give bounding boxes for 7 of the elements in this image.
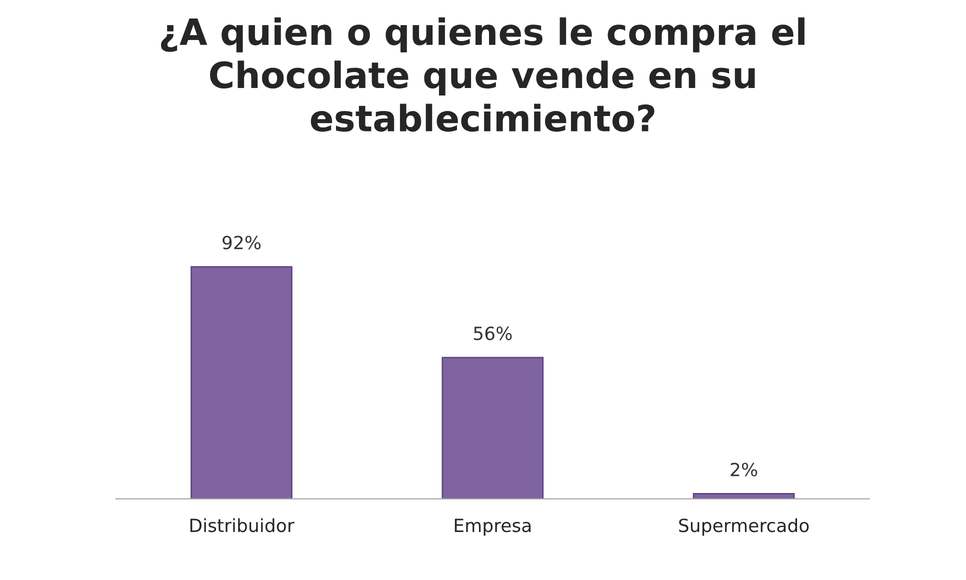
data-label: 56%	[474, 326, 512, 340]
chart-title: ¿A quien o quienes le compra el Chocolate que vende en su establecimiento?	[160, 17, 804, 132]
x-tick-label: Empresa	[454, 518, 531, 536]
x-tick-label: Supermercado	[679, 518, 809, 536]
data-label: 2%	[730, 462, 758, 476]
x-tick-label: Distribuidor	[190, 518, 294, 532]
data-label: 92%	[222, 236, 261, 250]
